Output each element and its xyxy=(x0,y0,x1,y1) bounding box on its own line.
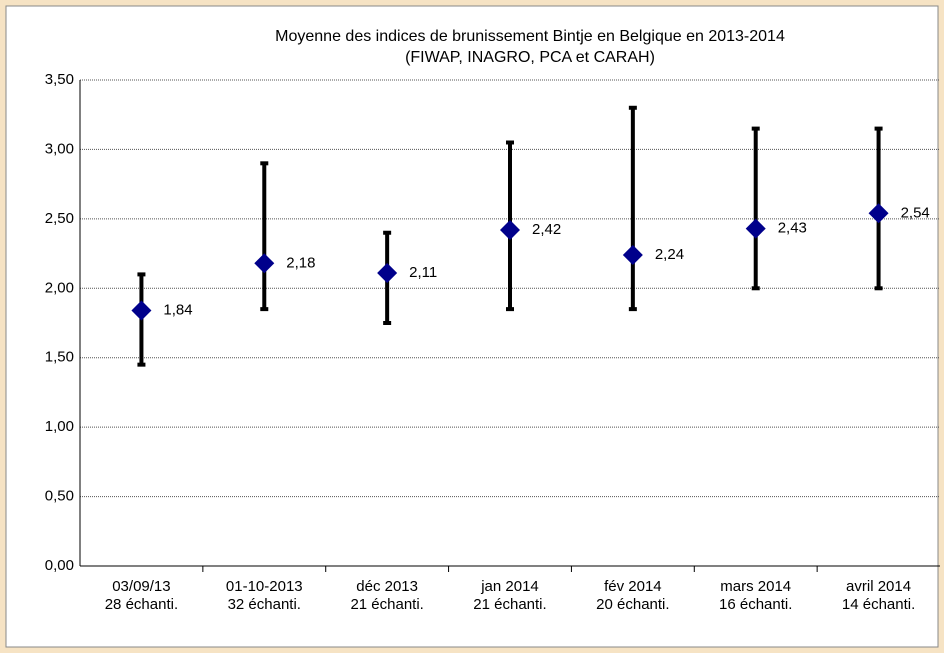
y-tick-label: 3,00 xyxy=(45,140,74,157)
x-tick-label: 28 échanti. xyxy=(105,596,178,613)
x-tick-label: 14 échanti. xyxy=(842,596,915,613)
data-label: 2,43 xyxy=(778,220,807,237)
x-tick-label: fév 2014 xyxy=(604,578,662,595)
mean-marker xyxy=(254,253,275,274)
chart-subtitle: (FIWAP, INAGRO, PCA et CARAH) xyxy=(405,49,655,66)
data-label: 2,54 xyxy=(901,204,930,221)
y-tick-label: 0,50 xyxy=(45,488,74,505)
y-tick-label: 0,00 xyxy=(45,557,74,574)
y-tick-label: 3,50 xyxy=(45,71,74,88)
mean-marker xyxy=(131,300,152,321)
data-label: 2,18 xyxy=(286,254,315,271)
x-tick-label: 21 échanti. xyxy=(473,596,546,613)
mean-marker xyxy=(868,203,889,224)
x-tick-label: mars 2014 xyxy=(720,578,791,595)
y-tick-label: 2,00 xyxy=(45,279,74,296)
y-tick-label: 1,00 xyxy=(45,418,74,435)
data-label: 2,24 xyxy=(655,246,684,263)
data-label: 1,84 xyxy=(163,301,192,318)
x-tick-label: 03/09/13 xyxy=(112,578,170,595)
y-tick-label: 1,50 xyxy=(45,349,74,366)
y-tick-label: 2,50 xyxy=(45,210,74,227)
x-tick-label: 32 échanti. xyxy=(228,596,301,613)
x-tick-label: 16 échanti. xyxy=(719,596,792,613)
chart-panel xyxy=(5,5,939,648)
mean-marker xyxy=(745,218,766,239)
x-tick-label: avril 2014 xyxy=(846,578,911,595)
x-tick-label: 01-10-2013 xyxy=(226,578,303,595)
x-tick-label: 21 échanti. xyxy=(350,596,423,613)
x-tick-label: jan 2014 xyxy=(480,578,539,595)
data-label: 2,42 xyxy=(532,221,561,238)
mean-marker xyxy=(622,244,643,265)
x-tick-label: 20 échanti. xyxy=(596,596,669,613)
x-tick-label: déc 2013 xyxy=(356,578,418,595)
chart-title: Moyenne des indices de brunissement Bint… xyxy=(275,28,785,45)
mean-marker xyxy=(500,219,520,240)
data-label: 2,11 xyxy=(409,264,437,281)
mean-marker xyxy=(377,263,398,284)
